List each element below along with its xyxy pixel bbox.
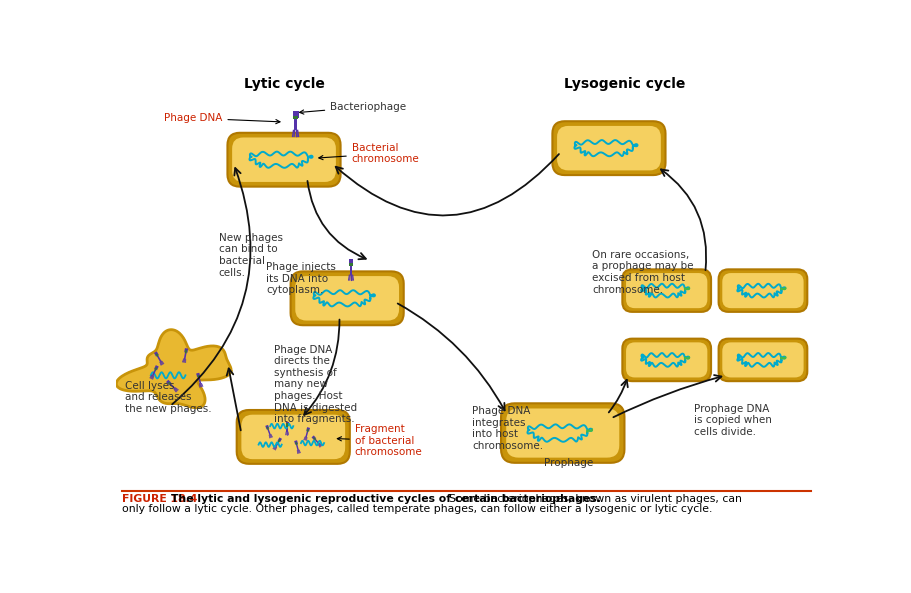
Polygon shape: [295, 442, 298, 445]
Polygon shape: [154, 352, 159, 356]
Text: Bacterial
chromosome: Bacterial chromosome: [319, 143, 420, 164]
Text: Lytic cycle: Lytic cycle: [243, 77, 324, 91]
Text: Phage injects
its DNA into
cytoplasm.: Phage injects its DNA into cytoplasm.: [266, 262, 336, 295]
Text: The lytic and lysogenic reproductive cycles of certain bacteriophages.: The lytic and lysogenic reproductive cyc…: [171, 494, 601, 504]
Polygon shape: [293, 116, 298, 119]
FancyBboxPatch shape: [237, 410, 350, 464]
Text: Some bacteriophages, known as virulent phages, can: Some bacteriophages, known as virulent p…: [442, 494, 742, 504]
Polygon shape: [350, 265, 353, 275]
Polygon shape: [286, 423, 288, 426]
Text: New phages
can bind to
bacterial
cells.: New phages can bind to bacterial cells.: [219, 233, 282, 278]
Text: Phage DNA: Phage DNA: [164, 113, 280, 124]
Polygon shape: [154, 365, 159, 370]
Polygon shape: [314, 439, 320, 445]
Text: Lysogenic cycle: Lysogenic cycle: [564, 77, 685, 91]
Polygon shape: [157, 355, 161, 362]
Polygon shape: [349, 259, 353, 265]
Text: Fragment
of bacterial
chromosome: Fragment of bacterial chromosome: [337, 424, 423, 457]
Polygon shape: [286, 422, 289, 426]
Polygon shape: [307, 429, 309, 432]
FancyBboxPatch shape: [552, 121, 666, 175]
Polygon shape: [117, 330, 231, 408]
Polygon shape: [296, 444, 299, 451]
Polygon shape: [198, 377, 201, 384]
Polygon shape: [294, 440, 298, 445]
Text: Prophage DNA
is copied when
cells divide.: Prophage DNA is copied when cells divide…: [693, 404, 772, 437]
Text: Bacteriophage: Bacteriophage: [300, 101, 406, 114]
Polygon shape: [198, 375, 200, 378]
FancyBboxPatch shape: [295, 276, 399, 321]
Polygon shape: [196, 373, 200, 378]
Polygon shape: [265, 425, 270, 429]
Polygon shape: [292, 110, 299, 118]
FancyBboxPatch shape: [232, 138, 336, 182]
Polygon shape: [275, 441, 280, 447]
Polygon shape: [313, 437, 316, 441]
Polygon shape: [312, 435, 316, 440]
FancyBboxPatch shape: [622, 339, 711, 381]
Polygon shape: [168, 382, 171, 385]
Polygon shape: [152, 369, 157, 376]
Polygon shape: [306, 427, 310, 432]
Polygon shape: [278, 439, 281, 442]
Polygon shape: [156, 353, 159, 357]
FancyBboxPatch shape: [722, 342, 804, 378]
Polygon shape: [155, 367, 158, 371]
Polygon shape: [169, 383, 176, 389]
FancyBboxPatch shape: [622, 269, 711, 312]
Polygon shape: [184, 352, 187, 359]
Text: Phage DNA
directs the
synthesis of
many new
phages. Host
DNA is digested
into fr: Phage DNA directs the synthesis of many …: [274, 345, 357, 424]
Polygon shape: [184, 348, 189, 353]
Text: only follow a lytic cycle. Other phages, called temperate phages, can follow eit: only follow a lytic cycle. Other phages,…: [122, 504, 712, 514]
FancyBboxPatch shape: [507, 409, 619, 458]
Polygon shape: [166, 380, 171, 385]
FancyBboxPatch shape: [626, 273, 707, 308]
Text: On rare occasions,
a prophage may be
excised from host
chromosome.: On rare occasions, a prophage may be exc…: [592, 250, 693, 295]
FancyBboxPatch shape: [557, 126, 660, 170]
FancyBboxPatch shape: [241, 415, 345, 459]
FancyBboxPatch shape: [501, 403, 624, 463]
Text: Cell lyses
and releases
the new phages.: Cell lyses and releases the new phages.: [126, 381, 212, 414]
Text: Phage DNA
integrates
into host
chromosome.: Phage DNA integrates into host chromosom…: [472, 406, 543, 451]
FancyBboxPatch shape: [228, 133, 341, 187]
Polygon shape: [305, 431, 308, 438]
Polygon shape: [267, 426, 269, 430]
FancyBboxPatch shape: [291, 272, 404, 325]
Polygon shape: [294, 118, 297, 130]
FancyBboxPatch shape: [719, 339, 807, 381]
Text: Prophage: Prophage: [544, 458, 593, 468]
Polygon shape: [286, 426, 288, 432]
FancyBboxPatch shape: [722, 273, 804, 308]
FancyBboxPatch shape: [719, 269, 807, 312]
FancyBboxPatch shape: [626, 342, 707, 378]
Text: FIGURE 18.4: FIGURE 18.4: [122, 494, 198, 504]
Polygon shape: [278, 438, 282, 442]
Polygon shape: [349, 263, 353, 266]
Polygon shape: [185, 350, 187, 353]
Polygon shape: [267, 429, 271, 435]
